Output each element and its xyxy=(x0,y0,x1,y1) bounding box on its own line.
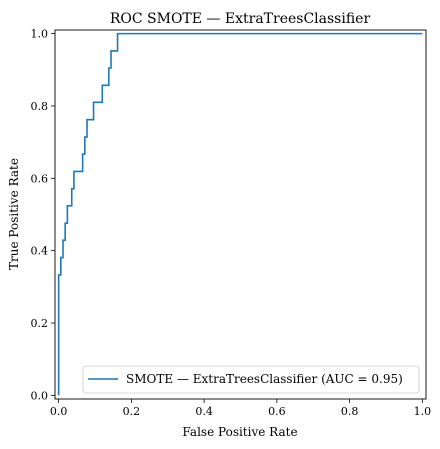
legend-box xyxy=(82,365,420,394)
x-tick-label: 0.4 xyxy=(195,405,213,418)
plot-area xyxy=(57,32,423,396)
y-tick-label: 0.0 xyxy=(31,389,49,402)
x-tick-label: 0.6 xyxy=(268,405,286,418)
x-tick-label: 0.2 xyxy=(123,405,141,418)
y-tick-label: 0.2 xyxy=(31,317,49,330)
legend-label: SMOTE — ExtraTreesClassifier (AUC = 0.95… xyxy=(126,372,403,386)
axes-frame xyxy=(54,29,427,400)
legend: SMOTE — ExtraTreesClassifier (AUC = 0.95… xyxy=(82,365,420,394)
chart-title: ROC SMOTE — ExtraTreesClassifier xyxy=(110,11,371,27)
x-tick-label: 0.8 xyxy=(341,405,359,418)
y-tick-label: 0.4 xyxy=(31,245,49,258)
roc-curve-series-0 xyxy=(57,32,423,396)
x-tick-label: 0.0 xyxy=(50,405,68,418)
y-tick-label: 0.8 xyxy=(31,100,49,113)
tick-group: 0.0 0.2 0.4 0.6 0.8 1.0 0.0 0.2 0.4 0.6 0.8 1.0 xyxy=(31,28,432,418)
x-tick-label: 1.0 xyxy=(414,405,432,418)
x-axis-label: False Positive Rate xyxy=(182,425,297,439)
y-axis-label: True Positive Rate xyxy=(7,158,21,270)
y-tick-label: 0.6 xyxy=(31,172,49,185)
y-tick-label: 1.0 xyxy=(31,28,49,41)
